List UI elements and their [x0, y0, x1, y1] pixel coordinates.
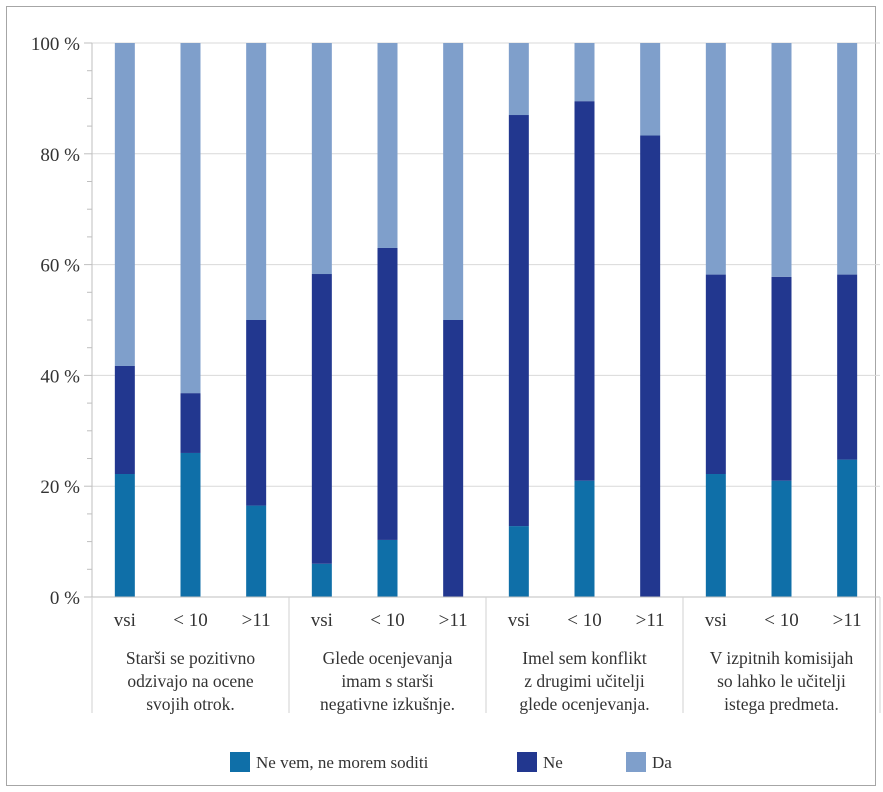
bar-segment: [377, 247, 398, 540]
bar-segment: [574, 480, 595, 597]
labels: vsi < 10 >11 Starši se pozitivno odzivajo na…: [114, 610, 862, 714]
y-tick-label: 60 %: [40, 256, 80, 277]
category-label: < 10: [370, 610, 404, 631]
bar-segment: [640, 43, 661, 136]
bar-segment: [705, 274, 726, 475]
group-label: z drugimi učitelji: [524, 671, 645, 691]
bar-segment: [508, 43, 529, 116]
category-label: < 10: [173, 610, 207, 631]
legend-label: Ne: [543, 753, 563, 772]
bar-segment: [574, 43, 595, 102]
gridlines: [92, 42, 880, 598]
legend-swatch: [626, 752, 646, 772]
bar-segment: [640, 135, 661, 597]
category-label: < 10: [764, 610, 798, 631]
chart-frame: [6, 6, 876, 786]
y-tick-label: 40 %: [40, 366, 80, 387]
category-label: vsi: [311, 610, 333, 631]
bar-segment: [114, 365, 135, 475]
legend: Ne vem, ne morem soditi Ne Da: [230, 752, 672, 772]
bar-segment: [180, 393, 201, 453]
group-label: so lahko le učitelji: [717, 671, 846, 691]
group-label: Starši se pozitivno: [126, 648, 256, 668]
bar-segment: [180, 43, 201, 394]
legend-label: Da: [652, 753, 672, 772]
bar-segment: [311, 274, 332, 564]
category-label: >11: [636, 610, 665, 631]
legend-swatch: [230, 752, 250, 772]
legend-swatch: [517, 752, 537, 772]
category-label: >11: [242, 610, 271, 631]
category-label: vsi: [114, 610, 136, 631]
group-label: Glede ocenjevanja: [323, 648, 453, 668]
bar-segment: [443, 43, 464, 320]
group-label: negativne izkušnje.: [320, 694, 455, 714]
category-label: >11: [439, 610, 468, 631]
y-tick-label: 80 %: [40, 145, 80, 166]
bar-segment: [443, 320, 464, 597]
bar-segment: [311, 43, 332, 275]
group-label: odzivajo na ocene: [127, 671, 254, 691]
bar-segment: [114, 43, 135, 366]
bar-segment: [377, 539, 398, 597]
bar-segment: [837, 459, 858, 597]
group-label: glede ocenjevanja.: [519, 694, 649, 714]
category-label: vsi: [508, 610, 530, 631]
bar-segment: [837, 274, 858, 460]
category-label: >11: [833, 610, 862, 631]
bar-segment: [508, 526, 529, 597]
bar-segment: [771, 43, 792, 277]
y-tick-label: 0 %: [50, 588, 80, 609]
axes: 0 % 20 % 40 % 60 % 80 % 100 %: [31, 34, 881, 713]
bars: [114, 43, 858, 597]
category-label: vsi: [705, 610, 727, 631]
bar-segment: [771, 480, 792, 597]
bar-segment: [246, 43, 267, 320]
legend-label: Ne vem, ne morem soditi: [256, 753, 429, 772]
bar-segment: [508, 115, 529, 527]
category-label: < 10: [567, 610, 601, 631]
group-label: svojih otrok.: [146, 694, 234, 714]
group-label: V izpitnih komisijah: [710, 648, 854, 668]
group-label: istega predmeta.: [724, 694, 839, 714]
bar-segment: [837, 43, 858, 275]
bar-segment: [246, 505, 267, 597]
bar-segment: [705, 43, 726, 275]
y-tick-label: 100 %: [31, 34, 80, 55]
y-tick-label: 20 %: [40, 477, 80, 498]
bar-segment: [377, 43, 398, 248]
bar-segment: [180, 452, 201, 597]
bar-segment: [246, 320, 267, 506]
bar-segment: [311, 563, 332, 597]
bar-segment: [705, 474, 726, 597]
bar-segment: [771, 276, 792, 481]
bar-segment: [114, 474, 135, 597]
group-label: Imel sem konflikt: [522, 648, 647, 668]
group-label: imam s starši: [341, 671, 433, 691]
bar-segment: [574, 101, 595, 481]
